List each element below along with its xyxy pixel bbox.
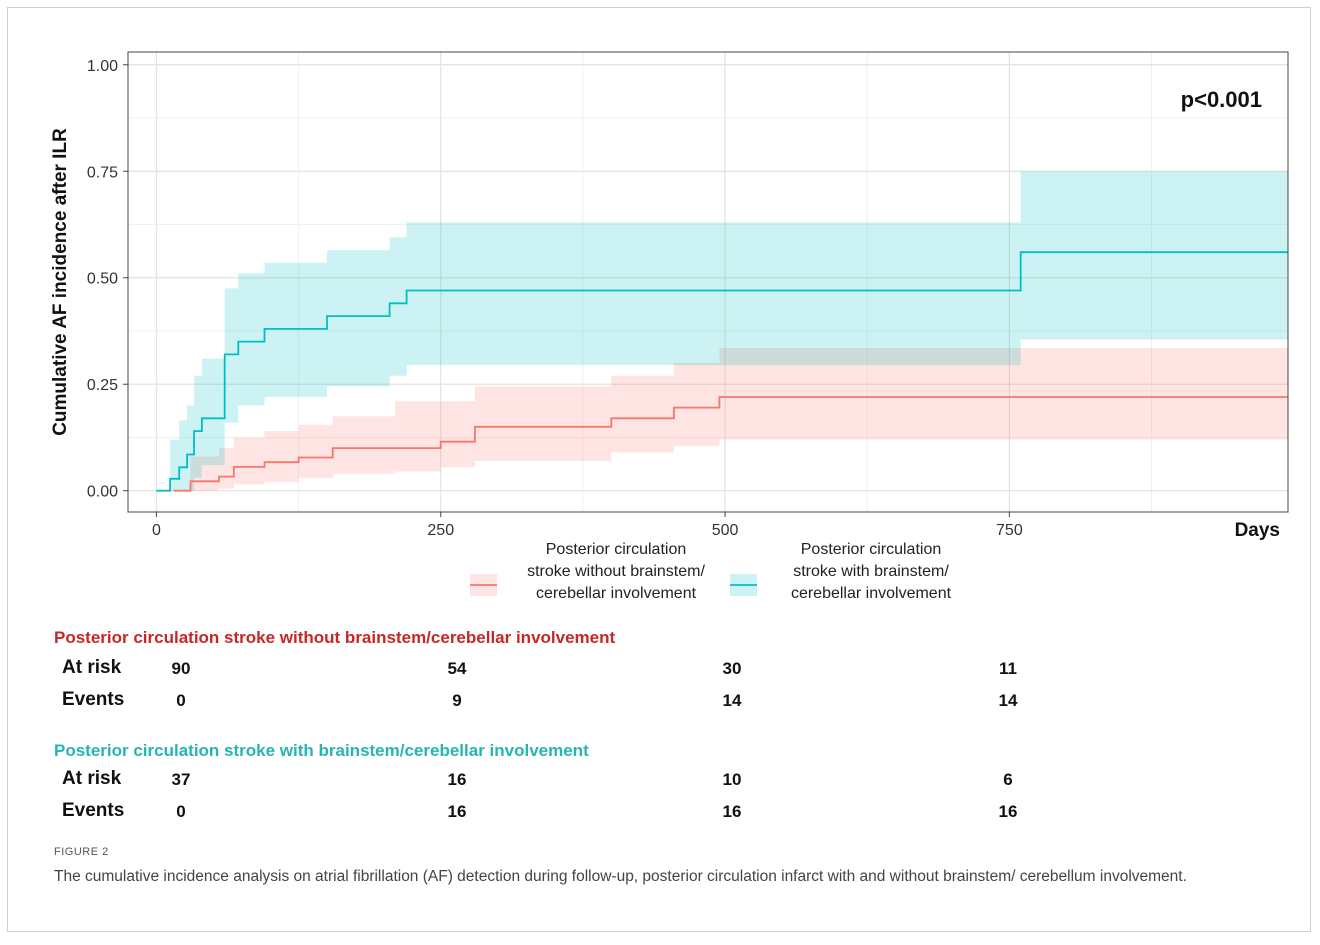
- risk-cell: 14: [722, 691, 742, 710]
- y-axis-title: Cumulative AF incidence after ILR: [50, 128, 71, 436]
- risk-cell: 30: [722, 659, 742, 678]
- legend-label-line: cerebellar involvement: [791, 585, 952, 602]
- y-tick-label: 1.00: [87, 58, 118, 75]
- x-tick-label: 0: [152, 522, 161, 539]
- risk-cell: 90: [171, 659, 191, 678]
- x-axis-title: Days: [1235, 520, 1280, 541]
- risk-cell: 6: [1003, 770, 1013, 789]
- risk-cell: 54: [447, 659, 467, 678]
- legend-label-line: Posterior circulation: [801, 541, 942, 558]
- figure-caption: The cumulative incidence analysis on atr…: [54, 868, 1187, 885]
- risk-group-title: Posterior circulation stroke without bra…: [54, 628, 616, 647]
- legend-label-line: Posterior circulation: [546, 541, 687, 558]
- cumulative-incidence-chart: 0.00 0.25 0.50 0.75 1.00 0 250 500 750 Cumulative…: [50, 51, 1289, 602]
- y-tick-label: 0.25: [87, 377, 118, 394]
- risk-cell: 14: [998, 691, 1018, 710]
- plot-background: [128, 52, 1288, 512]
- risk-cell: 9: [452, 691, 462, 710]
- step-line-series-1: [173, 396, 1288, 492]
- figure-label: FIGURE 2: [54, 846, 109, 858]
- risk-cell: 0: [176, 802, 186, 821]
- risk-group-title: Posterior circulation stroke with brains…: [54, 741, 589, 760]
- ci-band-series-1: [173, 348, 1288, 491]
- step-line-series-2: [156, 251, 1288, 492]
- risk-cell: 37: [171, 770, 191, 789]
- plot-border: [127, 51, 1289, 513]
- y-tick-label: 0.50: [87, 271, 118, 288]
- risk-cell: 16: [722, 802, 742, 821]
- y-tick-label: 0.00: [87, 484, 118, 501]
- x-tick-label: 500: [712, 522, 739, 539]
- y-tick-label: 0.75: [87, 164, 118, 181]
- ci-band-series-2: [156, 171, 1288, 491]
- risk-cell: 10: [722, 770, 742, 789]
- risk-row-label: At risk: [62, 768, 122, 789]
- risk-cell: 16: [998, 802, 1018, 821]
- legend-label-line: cerebellar involvement: [536, 585, 697, 602]
- risk-row-label: Events: [62, 689, 125, 710]
- legend-label-line: stroke without brainstem/: [527, 563, 705, 580]
- legend-label-line: stroke with brainstem/: [793, 563, 949, 580]
- p-value-annotation: p<0.001: [1181, 87, 1262, 112]
- risk-cell: 16: [447, 802, 467, 821]
- risk-cell: 11: [999, 659, 1017, 678]
- risk-row-label: Events: [62, 800, 125, 821]
- risk-cell: 16: [447, 770, 467, 789]
- risk-cell: 0: [176, 691, 186, 710]
- x-tick-label: 250: [427, 522, 454, 539]
- risk-row-label: At risk: [62, 657, 122, 678]
- figure-frame: [7, 7, 1311, 932]
- x-tick-label: 750: [996, 522, 1023, 539]
